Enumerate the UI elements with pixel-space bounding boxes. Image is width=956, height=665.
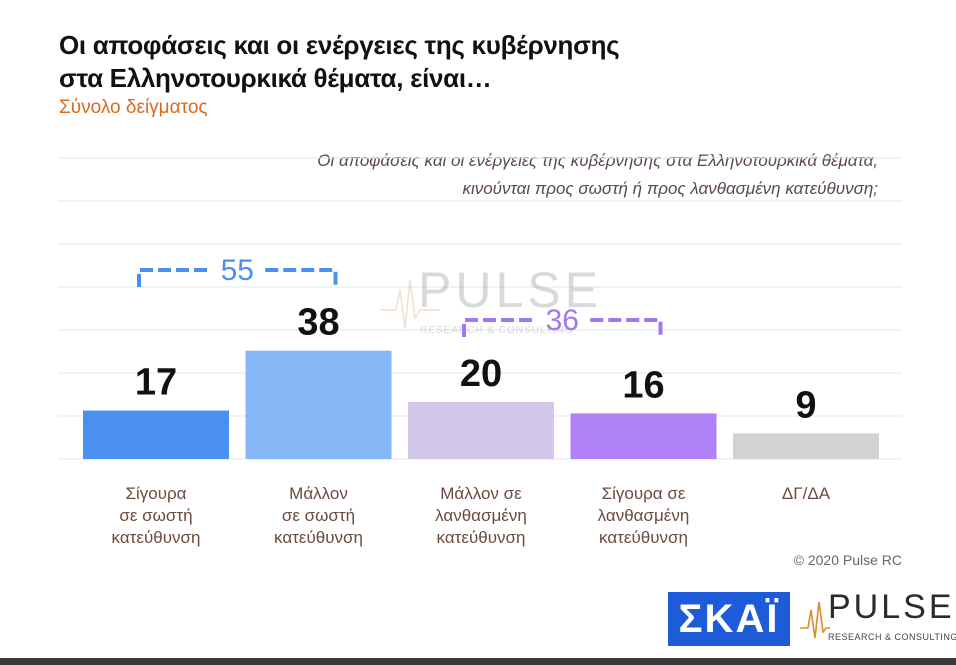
category-label: σε σωστή	[119, 506, 192, 525]
category-label: Μάλλον σε	[440, 484, 522, 503]
category-label: Σίγουρα	[125, 484, 186, 503]
bracket-line	[265, 268, 338, 287]
data-label: 38	[297, 302, 339, 344]
data-label: 9	[795, 384, 816, 426]
chart-title-line-2: στα Ελληνοτουρκικά θέματα, είναι…	[59, 63, 492, 93]
bracket-line	[462, 318, 535, 337]
brackets: 55 36	[137, 254, 663, 337]
category-label: λανθασμένη	[598, 506, 690, 525]
pulse-logo-word: PULSE	[828, 588, 955, 626]
copyright: © 2020 Pulse RC	[793, 552, 902, 568]
category-labels: Σίγουρα σε σωστή κατεύθυνση Μάλλον σε σωστή κ…	[112, 484, 831, 547]
bar	[408, 402, 554, 459]
bar	[83, 410, 229, 459]
category-label: σε σωστή	[282, 506, 355, 525]
bottom-bar	[0, 658, 956, 665]
bar	[570, 413, 717, 459]
bracket-total-label: 36	[546, 304, 579, 337]
survey-question-line-2: κινούνται προς σωστή ή προς λανθασμένη κ…	[462, 179, 878, 198]
bracket-line	[137, 268, 210, 287]
pulse-line-icon	[800, 601, 830, 639]
category-label: κατεύθυνση	[599, 528, 688, 547]
pulse-logo-sub: RESEARCH & CONSULTING	[828, 632, 956, 642]
bar	[733, 433, 879, 459]
category-label: κατεύθυνση	[437, 528, 526, 547]
survey-question-line-1: Οι αποφάσεις και οι ενέργειες της κυβέρν…	[317, 151, 878, 170]
watermark-word: PULSE	[418, 262, 602, 318]
chart-title: Οι αποφάσεις και οι ενέργειες της κυβέρν…	[59, 29, 759, 95]
category-label: Μάλλον	[289, 484, 348, 503]
bracket-line	[590, 318, 663, 337]
category-label: ΔΓ/ΔΑ	[782, 484, 831, 503]
category-label: κατεύθυνση	[274, 528, 363, 547]
data-label: 17	[135, 362, 177, 404]
data-label: 16	[622, 364, 664, 406]
bars: 17 38 20 16 9	[83, 302, 879, 459]
category-label: λανθασμένη	[435, 506, 527, 525]
bracket-total-label: 55	[221, 254, 254, 287]
pulse-watermark: PULSE RESEARCH & CONSULTING	[380, 262, 602, 336]
watermark-pulse-line-icon	[380, 279, 440, 329]
chart-title-line-1: Οι αποφάσεις και οι ενέργειες της κυβέρν…	[59, 30, 620, 60]
bar-chart: PULSE RESEARCH & CONSULTING 17 38 20 16 9 55…	[58, 157, 902, 547]
category-label: Σίγουρα σε	[602, 484, 686, 503]
pulse-logo: PULSE RESEARCH & CONSULTING	[800, 588, 956, 646]
watermark-sub: RESEARCH & CONSULTING	[420, 325, 574, 336]
data-label: 20	[460, 353, 502, 395]
survey-question: Οι αποφάσεις και οι ενέργειες της κυβέρν…	[158, 147, 878, 203]
category-label: κατεύθυνση	[112, 528, 201, 547]
skai-logo: ΣΚΑΪ	[668, 592, 790, 646]
bar	[245, 350, 392, 459]
chart-subtitle: Σύνολο δείγματος	[59, 97, 208, 118]
